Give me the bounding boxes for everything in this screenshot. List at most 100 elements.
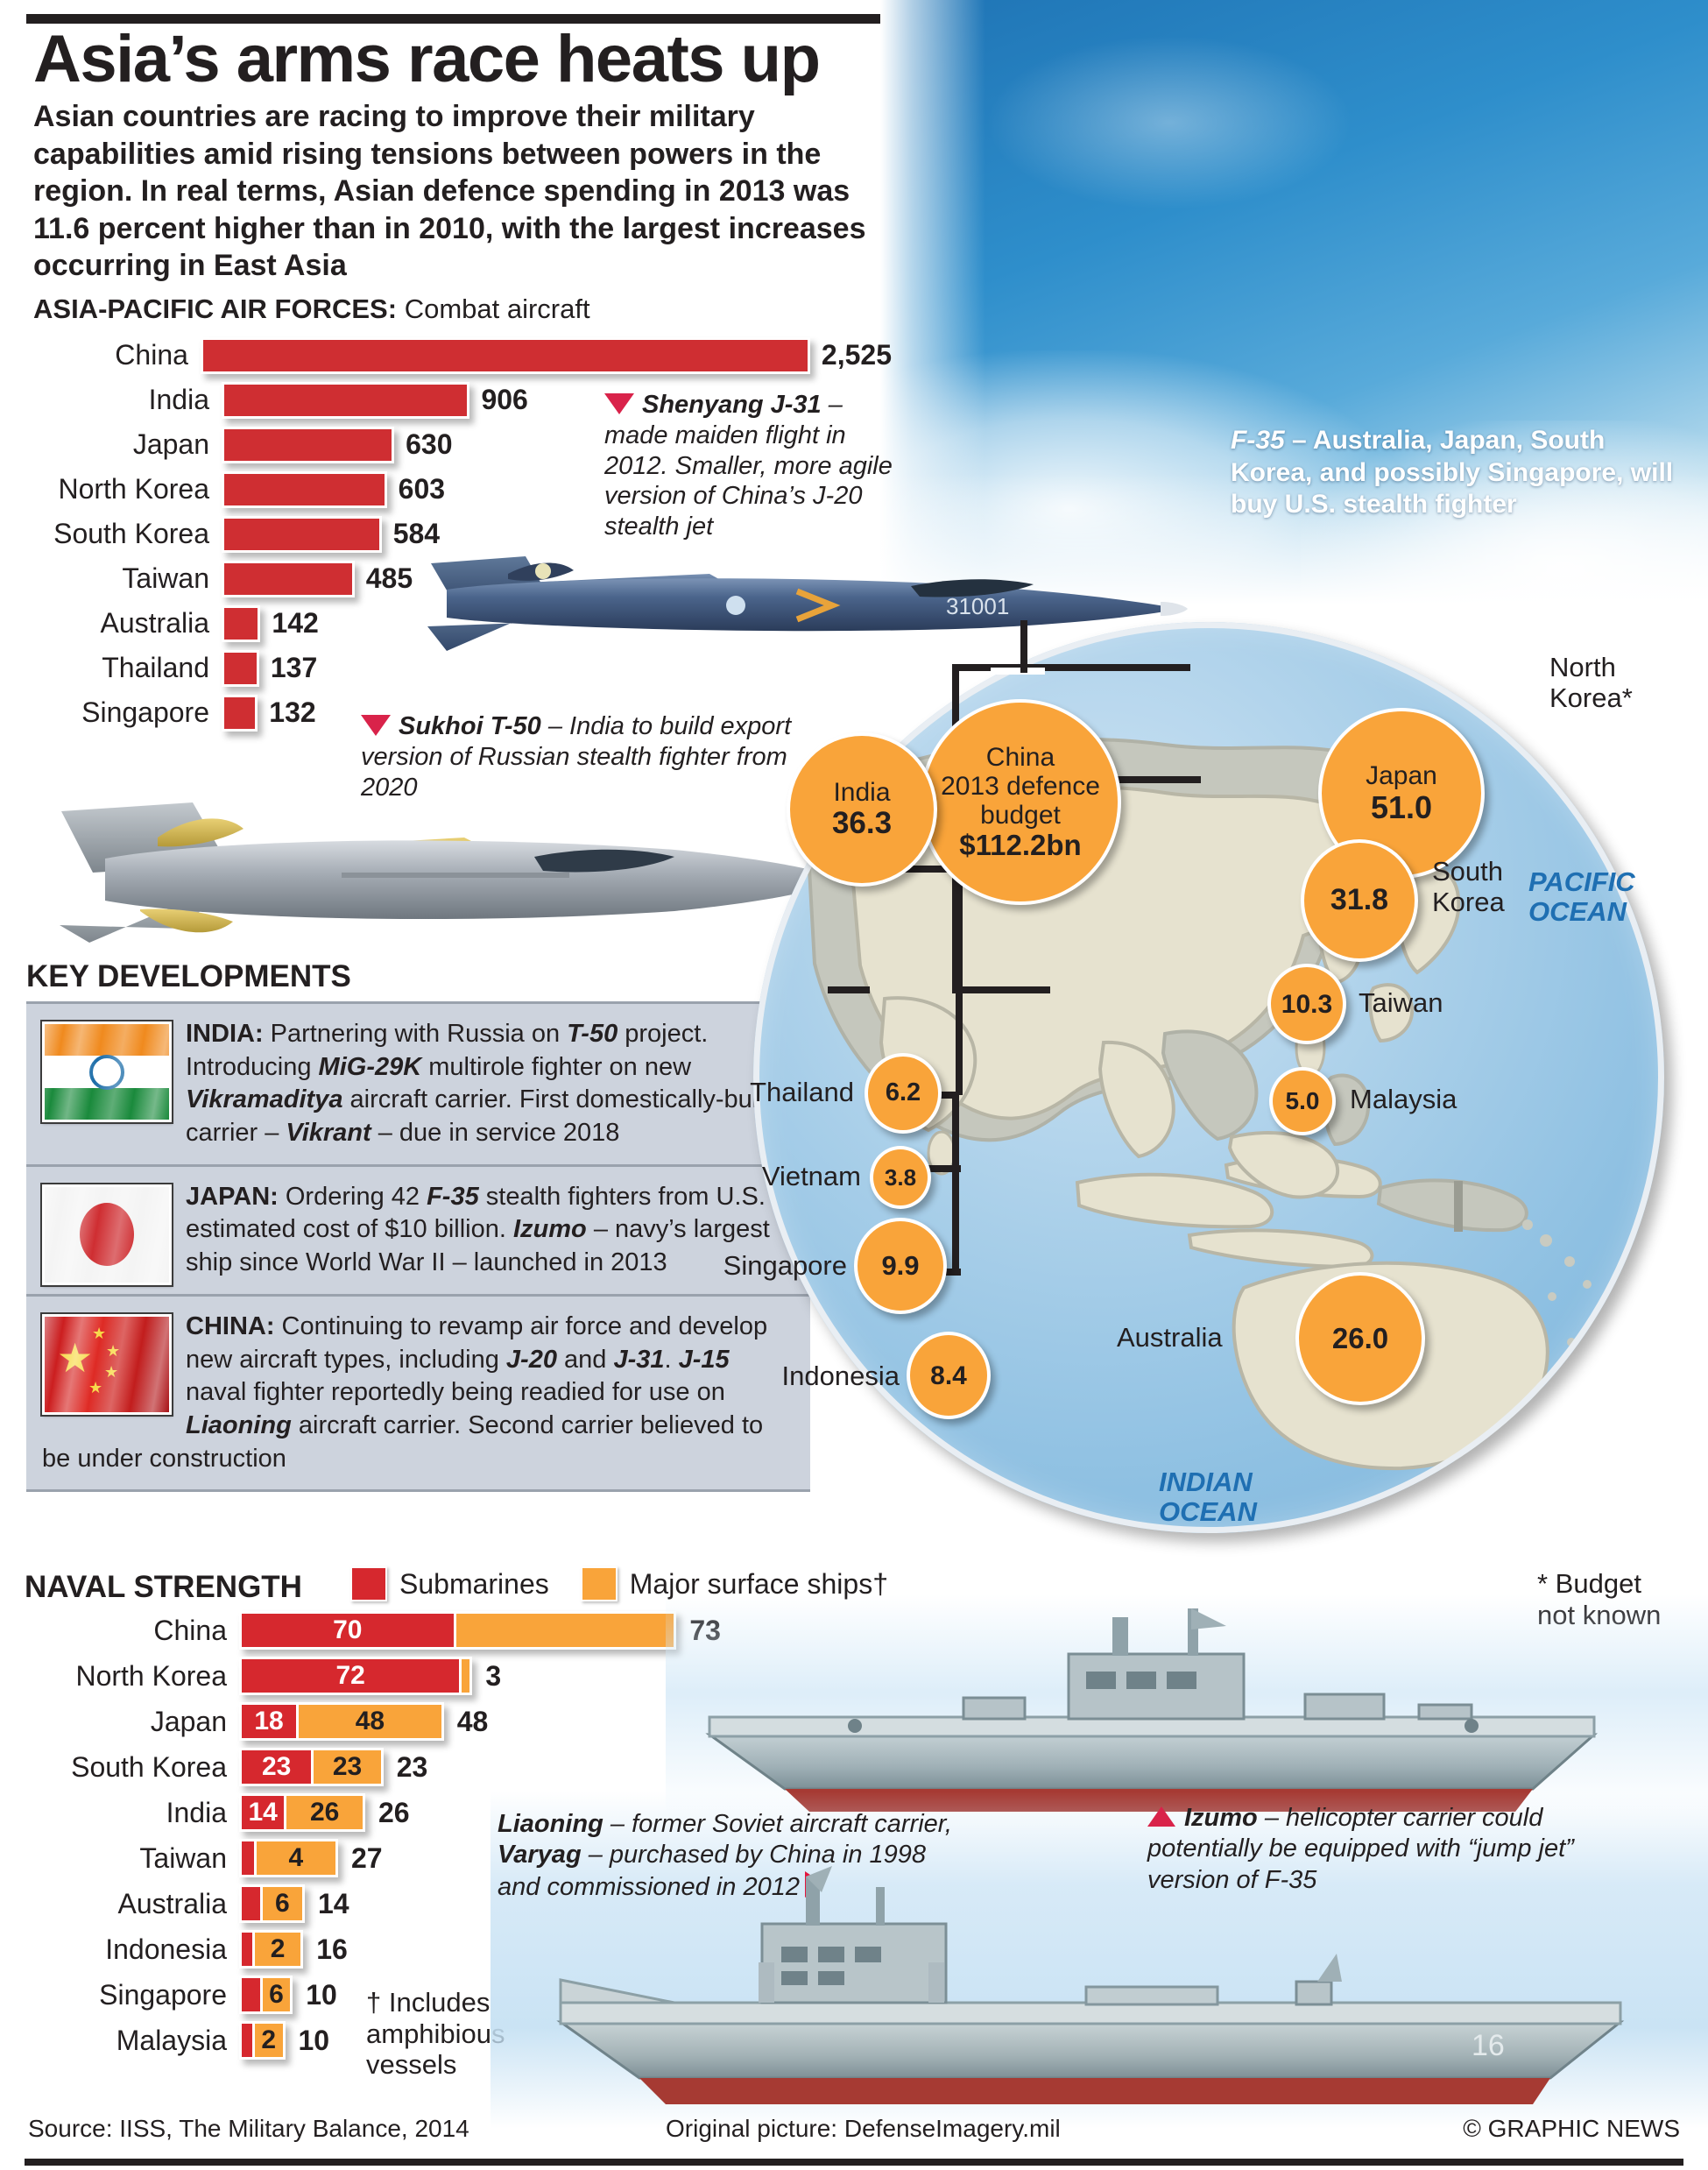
bubble-china-budget: China 2013 defence budget $112.2bn: [920, 699, 1121, 905]
surface-ships-segment: 6: [259, 1978, 291, 2011]
air-forces-value-label: 603: [398, 473, 446, 505]
naval-country-label: Indonesia: [105, 1933, 227, 1965]
surface-ships-value-label: 23: [396, 1750, 428, 1783]
footer-source: Source: IISS, The Military Balance, 2014: [28, 2115, 469, 2142]
surface-ships-value-label: 3: [485, 1659, 502, 1692]
bubble-singapore: 9.9: [854, 1218, 947, 1314]
footer: Source: IISS, The Military Balance, 2014…: [0, 2103, 1708, 2170]
surface-ships-segment: 23: [311, 1750, 381, 1784]
map-label-malaysia: Malaysia: [1350, 1084, 1457, 1114]
japan-flag-icon: [40, 1182, 173, 1287]
f35-caption-rest: – Australia, Japan, South Korea, and pos…: [1231, 426, 1674, 520]
air-forces-bar: [222, 426, 395, 463]
callout-lead: Sukhoi T-50: [399, 712, 541, 740]
air-forces-value-label: 132: [269, 696, 316, 728]
air-forces-bar: [222, 470, 387, 508]
submarines-segment: 23: [242, 1750, 312, 1784]
shenyang-j31-icon: 31001: [427, 556, 1188, 651]
footer-picture-credit: Original picture: DefenseImagery.mil: [666, 2115, 1061, 2142]
air-forces-row: South Korea 584: [33, 512, 892, 556]
key-development-text: JAPAN: Ordering 42 F-35 stealth fighters…: [186, 1182, 794, 1277]
cloud: [985, 35, 1353, 210]
key-development-item: JAPAN: Ordering 42 F-35 stealth fighters…: [26, 1163, 810, 1294]
bubble-malaysia: 5.0: [1269, 1067, 1336, 1135]
naval-row: Taiwan 4 27: [25, 1835, 900, 1881]
air-forces-row: Japan 630: [33, 422, 892, 467]
naval-stacked-bar: 18 48: [239, 1702, 444, 1741]
callout-sukhoi-t50: Sukhoi T-50 – India to build export vers…: [361, 711, 816, 802]
naval-row: Malaysia 2 10: [25, 2018, 900, 2063]
naval-strength-title: NAVAL STRENGTH: [25, 1570, 302, 1604]
air-forces-country-label: Singapore: [81, 696, 209, 728]
key-development-text: INDIA: Partnering with Russia on T-50 pr…: [186, 1020, 771, 1148]
air-forces-row: Australia 142: [33, 601, 892, 646]
top-rule: [26, 14, 1682, 24]
leader-line: [956, 869, 963, 1095]
naval-country-label: China: [153, 1614, 227, 1646]
air-forces-value-label: 2,525: [821, 339, 892, 371]
key-developments-title: KEY DEVELOPMENTS: [26, 959, 351, 993]
naval-row: Japan 18 48 48: [25, 1699, 900, 1744]
surface-ships-value-label: 27: [350, 1841, 383, 1874]
bubble-australia: 26.0: [1295, 1272, 1425, 1405]
naval-country-label: North Korea: [75, 1659, 227, 1692]
naval-row: Singapore 6 10: [25, 1972, 900, 2018]
air-forces-bar: [200, 336, 810, 374]
air-forces-row: Singapore 132: [33, 690, 892, 735]
leader-line: [952, 1095, 959, 1274]
air-forces-chart-title: ASIA-PACIFIC AIR FORCES: Combat aircraft: [33, 293, 590, 325]
air-forces-row: Thailand 137: [33, 646, 892, 690]
map-label-south-korea: South Korea: [1432, 856, 1505, 917]
bubble-taiwan: 10.3: [1267, 964, 1346, 1044]
surface-ships-segment: 6: [259, 1887, 302, 1920]
leader-line: [828, 986, 870, 993]
map-label-indonesia: Indonesia: [781, 1361, 900, 1391]
naval-row: South Korea 23 23 23: [25, 1744, 900, 1790]
naval-stacked-bar: 2: [239, 2021, 286, 2060]
leader-line: [952, 664, 1190, 671]
triangle-down-icon: [604, 393, 634, 414]
f35-caption-lead: F-35: [1231, 426, 1285, 455]
air-forces-country-label: Australia: [100, 607, 210, 639]
surface-ships-segment: 48: [296, 1705, 441, 1738]
f35-caption: F-35 – Australia, Japan, South Korea, an…: [1231, 425, 1686, 521]
f35-photo-panel: [880, 0, 1708, 604]
air-forces-bar: [222, 560, 355, 597]
map-label-thailand: Thailand: [750, 1077, 854, 1107]
ocean-label-indian: INDIAN OCEAN: [1159, 1467, 1257, 1528]
naval-row: China7073: [25, 1608, 900, 1653]
key-development-item: INDIA: Partnering with Russia on T-50 pr…: [26, 1001, 810, 1164]
defence-budget-map: PACIFIC OCEAN INDIAN OCEAN North Korea* …: [723, 604, 1708, 1555]
jet-tail-number: 31001: [946, 593, 1009, 619]
submarines-segment: [242, 1978, 260, 2011]
air-forces-value-label: 485: [365, 562, 413, 594]
surface-ships-value-label: 10: [306, 1978, 337, 2011]
air-forces-country-label: Japan: [132, 428, 209, 460]
naval-footnote: † Includes amphibious vessels: [366, 1987, 505, 2081]
air-forces-bar: [222, 381, 470, 419]
callout-lead: Shenyang J-31: [642, 391, 822, 419]
air-forces-bar: [222, 604, 261, 642]
naval-stacked-bar: 70: [239, 1611, 677, 1650]
naval-stacked-bar: 23 23: [239, 1748, 384, 1786]
air-forces-country-label: South Korea: [53, 518, 209, 549]
surface-ships-segment: 2: [252, 1933, 301, 1966]
hull-number: 16: [1472, 2029, 1505, 2062]
naval-stacked-bar: 2: [239, 1930, 304, 1969]
key-developments-list: INDIA: Partnering with Russia on T-50 pr…: [26, 1001, 810, 1493]
izumo-caption: Izumo – helicopter carrier could potenti…: [1147, 1804, 1574, 1894]
footer-rule: [25, 2159, 1683, 2166]
callout-rest: – made maiden flight in 2012. Smaller, m…: [604, 391, 893, 541]
surface-ships-value-label: 48: [456, 1705, 489, 1737]
china-flag-icon: ★★★★★: [40, 1311, 173, 1417]
footer-copyright: © GRAPHIC NEWS: [1463, 2115, 1680, 2142]
leader-line: [1108, 776, 1201, 783]
surface-ships-value-label: 26: [378, 1796, 410, 1828]
surface-ships-segment: 4: [253, 1841, 335, 1875]
naval-stacked-bar: 6: [239, 1884, 305, 1923]
leader-gap: [991, 668, 1045, 675]
legend-label-surface-ships: Major surface ships†: [629, 1567, 888, 1600]
naval-country-label: Taiwan: [139, 1841, 227, 1874]
liaoning-carrier-icon: 16: [556, 1866, 1625, 2104]
air-forces-value-label: 142: [272, 607, 319, 639]
